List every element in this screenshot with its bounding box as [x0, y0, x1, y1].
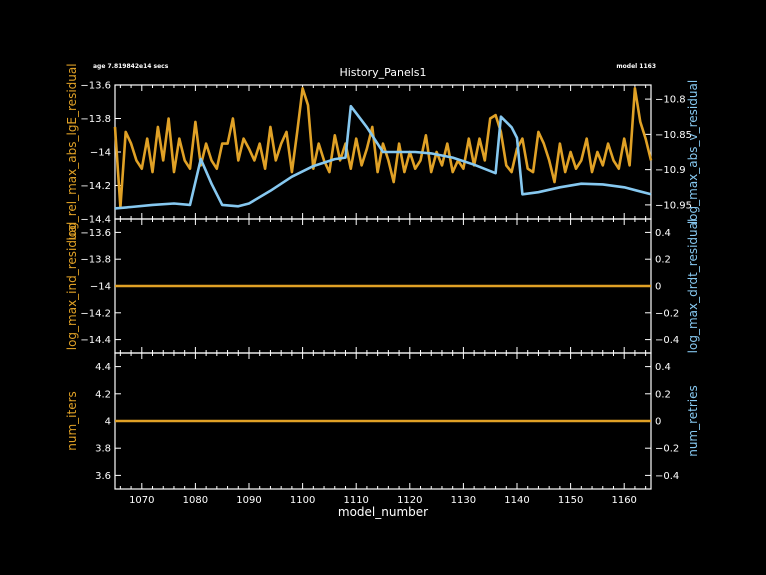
chart-title: History_Panels1	[339, 66, 426, 79]
y-tick-label-right: −10.9	[655, 165, 686, 176]
y-tick-label-left: −14.2	[80, 181, 111, 192]
y-tick-label-right: −10.95	[655, 200, 692, 211]
x-tick-label: 1160	[611, 495, 636, 506]
y-tick-label-right: −0.4	[655, 471, 679, 482]
y-tick-label-left: −13.6	[80, 81, 111, 92]
y-tick-label-right: −10.85	[655, 130, 692, 141]
y-tick-label-left: −14	[90, 148, 111, 159]
y-tick-label-right: −0.4	[655, 335, 679, 346]
y-tick-label-left: 3.6	[95, 471, 111, 482]
x-tick-label: 1150	[558, 495, 583, 506]
x-tick-label: 1090	[236, 495, 261, 506]
y-tick-label-right: 0	[655, 417, 661, 428]
y-tick-label-left: 4.2	[95, 389, 111, 400]
y-tick-label-left: 3.8	[95, 444, 111, 455]
y-tick-label-left: −13.8	[80, 114, 111, 125]
x-tick-label: 1130	[451, 495, 476, 506]
series-line-log_max_abs_v_residual	[114, 104, 652, 210]
top-right-y-label: log_max_abs_v_residual	[686, 80, 700, 224]
y-tick-label-left: −14.2	[80, 308, 111, 319]
y-tick-label-right: 0.2	[655, 389, 671, 400]
y-tick-label-left: −14.4	[80, 215, 111, 226]
y-tick-label-left: −13.8	[80, 255, 111, 266]
series-layer	[113, 87, 653, 423]
x-tick-label: 1110	[343, 495, 368, 506]
y-tick-label-right: −0.2	[655, 444, 679, 455]
y-tick-label-left: 4.4	[95, 362, 111, 373]
y-tick-label-left: −14	[90, 282, 111, 293]
bottom-left-y-label: num_iters	[65, 391, 79, 451]
x-tick-label: 1080	[183, 495, 208, 506]
y-tick-label-right: −10.8	[655, 95, 686, 106]
x-tick-label: 1070	[129, 495, 154, 506]
model-label: model 1163	[616, 63, 656, 70]
y-tick-label-left: −13.6	[80, 228, 111, 239]
y-tick-label-left: −14.4	[80, 335, 111, 346]
y-tick-label-left: 4	[105, 417, 111, 428]
x-tick-label: 1140	[504, 495, 529, 506]
x-axis-label: model_number	[338, 505, 428, 519]
y-tick-label-right: 0.4	[655, 362, 671, 373]
y-tick-label-right: 0	[655, 282, 661, 293]
series-line-log_rel_max_abs_lgE_residual	[113, 87, 653, 209]
x-tick-label: 1100	[290, 495, 315, 506]
middle-right-y-label: log_max_drdt_residual	[686, 219, 700, 354]
age-label: age 7.819842e14 secs	[93, 63, 169, 70]
axis-ticks: −13.6 −13.8 −14 −14.2 −14.4 −10.8 −10.85 −10.9 −…	[80, 81, 692, 507]
middle-left-y-label: log_max_ind_residual	[65, 222, 79, 351]
top-left-y-label: log_rel_max_abs_lgE_residual	[65, 63, 79, 240]
bottom-right-y-label: num_retries	[686, 385, 700, 457]
y-tick-label-right: −0.2	[655, 308, 679, 319]
y-tick-label-right: 0.4	[655, 228, 671, 239]
y-tick-label-right: 0.2	[655, 255, 671, 266]
x-tick-label: 1120	[397, 495, 422, 506]
